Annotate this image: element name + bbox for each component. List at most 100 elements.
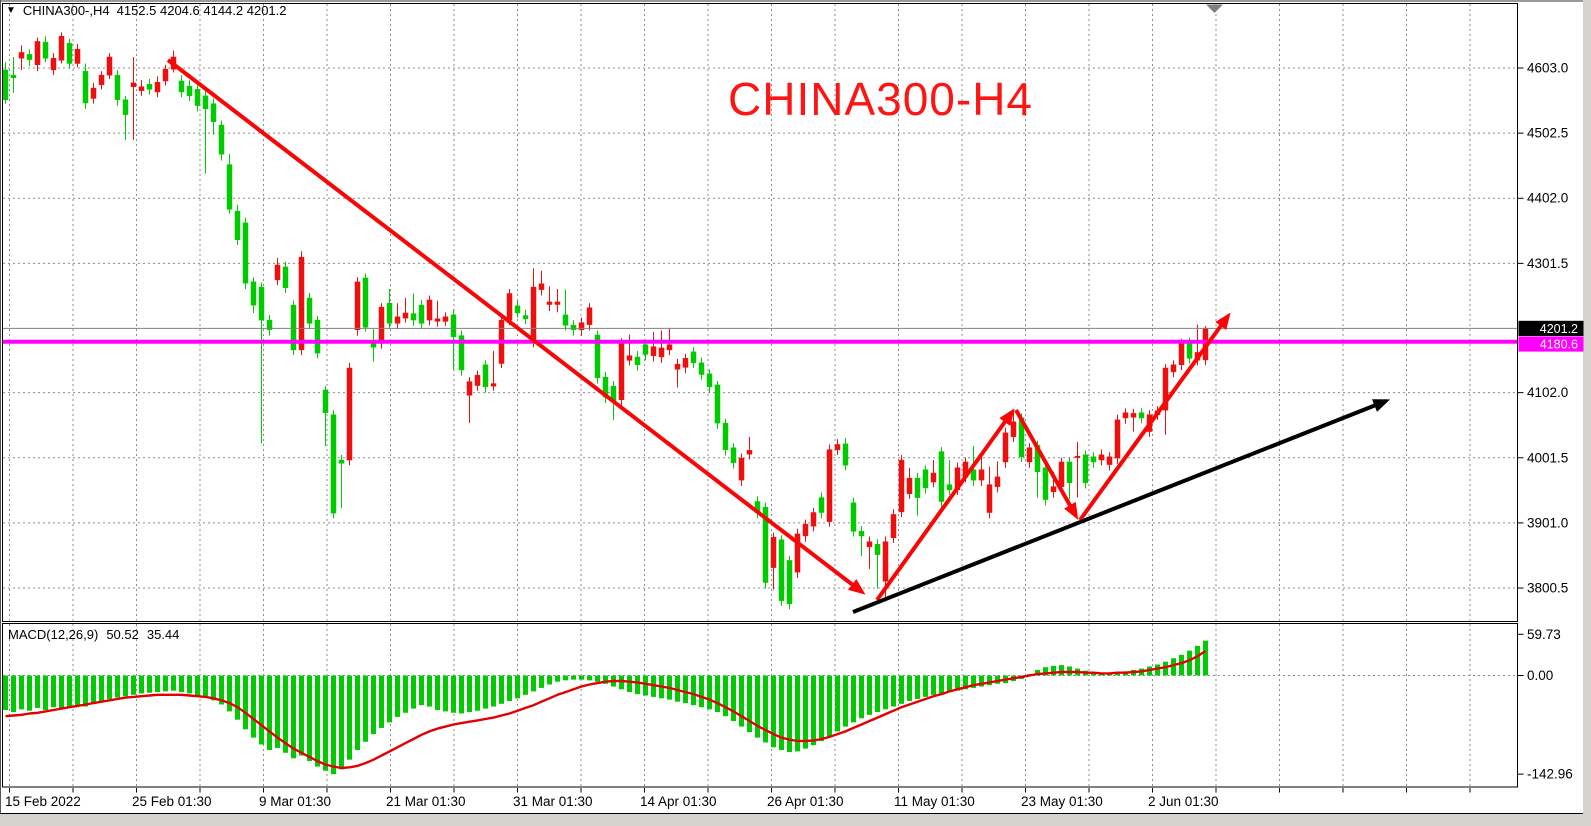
candle[interactable] (426, 295, 433, 326)
candle[interactable] (522, 309, 529, 324)
candle[interactable] (890, 509, 897, 543)
candle[interactable] (410, 293, 417, 326)
candle[interactable] (634, 351, 641, 371)
candle[interactable] (1130, 408, 1137, 432)
candle[interactable] (874, 539, 881, 589)
candle[interactable] (362, 273, 369, 332)
candle[interactable] (866, 536, 873, 569)
candle[interactable] (922, 465, 929, 494)
candle[interactable] (930, 460, 937, 488)
candle[interactable] (514, 300, 521, 318)
candle[interactable] (386, 288, 393, 330)
candle[interactable] (98, 71, 105, 90)
candle[interactable] (1002, 427, 1009, 468)
candle[interactable] (90, 82, 97, 104)
candle[interactable] (618, 338, 625, 406)
candle[interactable] (442, 312, 449, 326)
candle[interactable] (658, 330, 665, 363)
candle[interactable] (818, 492, 825, 519)
candle[interactable] (226, 154, 233, 214)
candle[interactable] (770, 532, 777, 590)
candle[interactable] (298, 251, 305, 356)
candle[interactable] (578, 317, 585, 336)
candle[interactable] (234, 204, 241, 245)
candle[interactable] (810, 507, 817, 532)
candle[interactable] (274, 257, 281, 286)
candle[interactable] (538, 270, 545, 296)
candle[interactable] (1170, 360, 1177, 378)
candle[interactable] (58, 32, 65, 64)
candle[interactable] (722, 418, 729, 456)
candle[interactable] (1026, 443, 1033, 468)
candle[interactable] (74, 44, 81, 68)
macd-indicator-label[interactable]: MACD(12,26,9) 50.52 35.44 (8, 627, 179, 642)
candle[interactable] (210, 98, 217, 135)
candle[interactable] (706, 369, 713, 393)
collapse-chevron-icon[interactable]: ▼ (6, 5, 16, 16)
candle[interactable] (1122, 408, 1129, 424)
candle[interactable] (898, 454, 905, 518)
candle[interactable] (834, 439, 841, 455)
candle[interactable] (242, 217, 249, 289)
candle[interactable] (842, 438, 849, 471)
candle[interactable] (1082, 450, 1089, 489)
candle[interactable] (1098, 449, 1105, 466)
candle[interactable] (778, 535, 785, 606)
candle[interactable] (202, 89, 209, 174)
candlestick-series[interactable] (2, 32, 1209, 610)
candle[interactable] (290, 300, 297, 356)
candle[interactable] (850, 497, 857, 537)
candle[interactable] (738, 453, 745, 486)
candle[interactable] (994, 461, 1001, 493)
candle[interactable] (1066, 457, 1073, 500)
candle[interactable] (162, 64, 169, 86)
candle[interactable] (802, 519, 809, 542)
candle[interactable] (1074, 441, 1081, 498)
candle[interactable] (1138, 408, 1145, 424)
candle[interactable] (218, 120, 225, 161)
candle[interactable] (530, 268, 537, 348)
candle[interactable] (730, 443, 737, 469)
candle[interactable] (1090, 452, 1097, 468)
candle[interactable] (82, 63, 89, 109)
candle[interactable] (138, 80, 145, 96)
candle[interactable] (130, 56, 137, 140)
candle[interactable] (186, 80, 193, 102)
candle[interactable] (650, 331, 657, 362)
candle[interactable] (66, 38, 73, 69)
scroll-to-end-marker-icon[interactable] (1206, 4, 1223, 14)
candle[interactable] (626, 334, 633, 366)
candle[interactable] (266, 314, 273, 336)
candle[interactable] (370, 329, 377, 362)
quote-header[interactable]: ▼ CHINA300-,H4 4152.5 4204.6 4144.2 4201… (6, 3, 287, 18)
candle[interactable] (10, 56, 17, 93)
rally-arrow-1[interactable] (875, 408, 1015, 602)
rally-arrow-2[interactable] (1078, 312, 1231, 522)
candle[interactable] (26, 49, 33, 67)
candle[interactable] (42, 36, 49, 63)
candle[interactable] (458, 330, 465, 376)
candle[interactable] (1106, 452, 1113, 471)
candle[interactable] (674, 358, 681, 388)
candle[interactable] (418, 299, 425, 330)
candle[interactable] (434, 300, 441, 327)
candle[interactable] (986, 466, 993, 519)
candle[interactable] (282, 261, 289, 293)
candle[interactable] (18, 45, 25, 70)
candle[interactable] (746, 436, 753, 460)
candle[interactable] (826, 444, 833, 527)
candle[interactable] (946, 460, 953, 496)
candle[interactable] (394, 303, 401, 330)
candle[interactable] (1114, 414, 1121, 464)
candle[interactable] (570, 320, 577, 336)
candle[interactable] (402, 298, 409, 323)
candle[interactable] (258, 282, 265, 444)
candle[interactable] (1042, 463, 1049, 506)
candle[interactable] (50, 53, 57, 76)
candle[interactable] (914, 473, 921, 516)
candle[interactable] (906, 467, 913, 499)
candle[interactable] (474, 370, 481, 391)
candle[interactable] (306, 292, 313, 330)
candle[interactable] (354, 277, 361, 336)
